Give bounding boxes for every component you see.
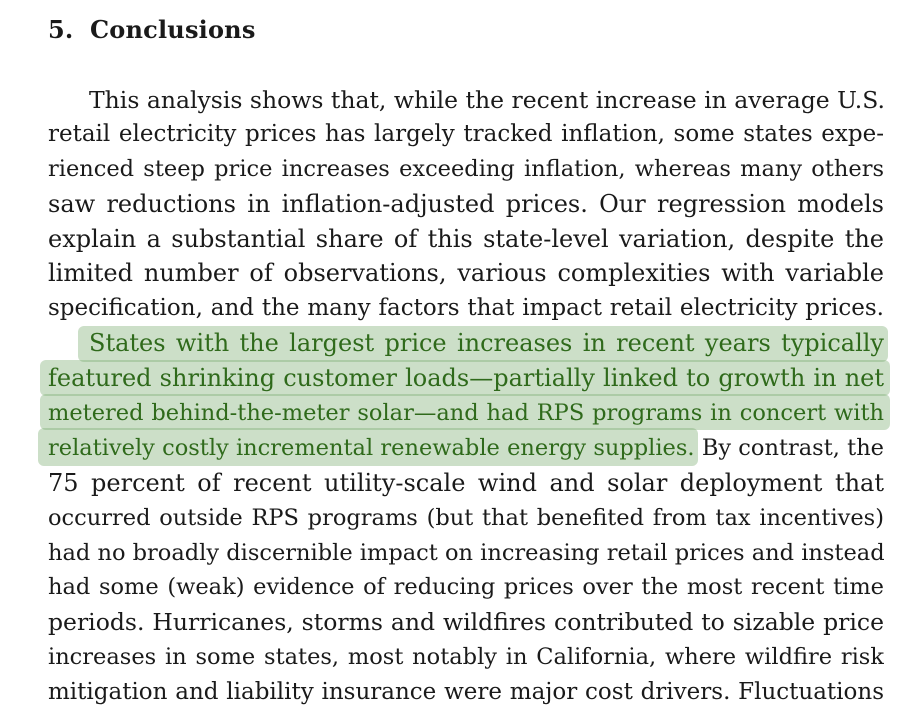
paragraph-line: increases in some states, most notably i… <box>48 644 884 670</box>
highlighted-line: metered behind-the-meter solar—and had R… <box>48 400 884 426</box>
paragraph-line: had some (weak) evidence of reducing pri… <box>48 574 884 600</box>
paragraph-line: had no broadly discernible impact on inc… <box>48 540 884 566</box>
paragraph-line: retail electricity prices has largely tr… <box>48 121 884 147</box>
section-number: 5. <box>48 15 74 44</box>
highlight-band <box>38 428 698 466</box>
highlight-band <box>40 360 890 396</box>
text-fragment: By contrast, the <box>694 435 884 461</box>
paragraph-line: saw reductions in inflation-adjusted pri… <box>48 190 884 218</box>
paragraph-line: explain a substantial share of this stat… <box>48 225 884 253</box>
section-title: Conclusions <box>90 15 256 44</box>
highlight-band <box>40 394 890 430</box>
paragraph-line: mitigation and liability insurance were … <box>48 679 884 705</box>
paragraph-line: occurred outside RPS programs (but that … <box>48 505 884 531</box>
paragraph-line: 75 percent of recent utility-scale wind … <box>48 469 884 497</box>
highlight-band <box>78 326 888 362</box>
paragraph-line: rienced steep price increases exceeding … <box>48 156 884 182</box>
highlighted-line: featured shrinking customer loads—partia… <box>48 364 884 392</box>
highlighted-line: States with the largest price increases … <box>89 329 884 357</box>
section-heading: 5. Conclusions <box>48 14 256 46</box>
paragraph-line: relatively costly incremental renewable … <box>48 431 884 466</box>
paragraph-line: periods. Hurricanes, storms and wildfire… <box>48 608 884 636</box>
paragraph-line: limited number of observations, various … <box>48 259 884 287</box>
paragraph-line: specification, and the many factors that… <box>48 295 884 321</box>
highlighted-fragment: relatively costly incremental renewable … <box>48 435 695 461</box>
paragraph-line: This analysis shows that, while the rece… <box>89 86 884 114</box>
